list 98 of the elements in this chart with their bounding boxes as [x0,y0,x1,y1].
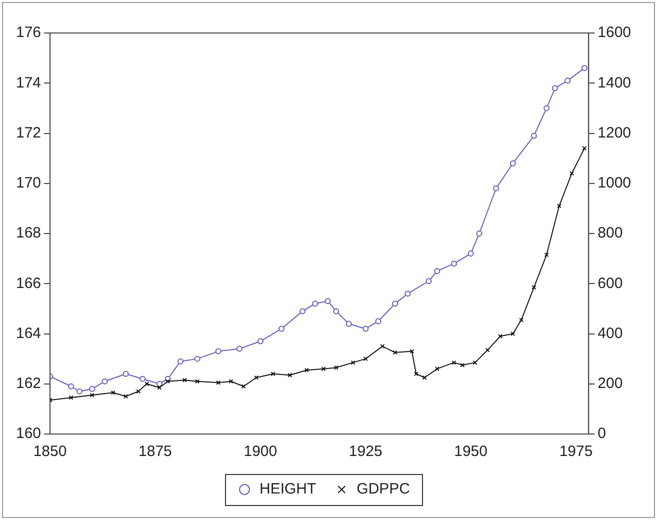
x-tick-label: 1875 [138,443,172,460]
point [404,290,411,297]
point [570,171,574,176]
point [156,380,162,387]
point [166,379,170,384]
y-tick-label: 160 [16,425,42,442]
point [552,85,558,92]
x-tick-label: 1950 [454,443,488,460]
point [410,349,414,354]
point [124,394,128,399]
point [414,372,418,376]
y-tick-label: 168 [16,224,42,242]
y-tick-label: 164 [16,324,42,342]
point [195,379,200,384]
point [450,260,457,267]
point [530,132,537,139]
point [532,285,536,290]
point [278,326,284,332]
point [122,370,129,377]
point [182,378,187,382]
point [380,344,385,349]
point [68,383,74,390]
point [144,382,150,386]
x-tick-label: 1850 [33,443,67,460]
point [236,346,242,352]
y-tick-label: 166 [16,274,42,292]
point [493,185,500,192]
point [110,390,116,395]
point [177,358,184,364]
point [581,65,588,72]
point [333,308,340,314]
legend-label: GDPPC [356,480,410,498]
point [422,375,427,380]
point [254,375,258,380]
point [270,372,276,376]
point [102,378,108,384]
y-tick-label: 176 [16,24,42,42]
point [157,385,162,390]
y-tick-label: 162 [16,375,42,392]
point [304,368,309,372]
point [215,348,222,354]
point [426,278,432,284]
point [321,366,326,372]
point [434,366,440,372]
x-tick-label: 1925 [348,443,382,460]
point [544,105,550,112]
legend-label: HEIGHT [259,480,316,498]
y2-tick-label: 1600 [598,24,632,42]
point [257,338,264,344]
point [68,395,74,400]
y2-tick-label: 1000 [598,174,632,192]
point [216,380,221,385]
point [556,204,562,208]
point [510,160,516,166]
x-tick-label: 1900 [244,443,278,460]
point [476,230,482,236]
point [392,300,398,307]
point [228,379,234,384]
point [241,384,246,389]
point [136,389,141,394]
point [498,334,503,339]
point [362,326,369,332]
point [375,318,382,324]
y2-tick-label: 0 [598,425,606,442]
point [76,388,82,394]
point [346,320,352,327]
point [468,250,474,257]
point [288,372,292,378]
point [363,356,368,362]
point [544,252,549,258]
y2-tick-label: 1200 [598,124,632,142]
point [194,356,200,362]
point [334,365,338,370]
point [434,268,440,274]
point [90,392,94,398]
point [564,78,571,84]
point [460,362,465,368]
point [140,376,146,382]
point [510,331,516,336]
y2-tick-label: 400 [598,324,623,342]
x-tick-label: 1975 [559,443,593,460]
y-tick-label: 174 [16,74,42,92]
y2-tick-label: 200 [598,375,623,392]
y2-tick-label: 1400 [598,74,632,92]
point [485,348,490,352]
point [392,350,398,355]
y-tick-label: 170 [16,174,42,192]
y2-tick-label: 600 [598,274,623,292]
point [452,360,456,365]
point [300,308,306,314]
y-tick-label: 172 [16,124,42,142]
point [324,298,331,304]
point [350,360,356,365]
point [89,386,96,392]
point [312,300,318,307]
point [519,318,524,322]
y2-tick-label: 800 [598,224,623,242]
point [472,360,478,365]
